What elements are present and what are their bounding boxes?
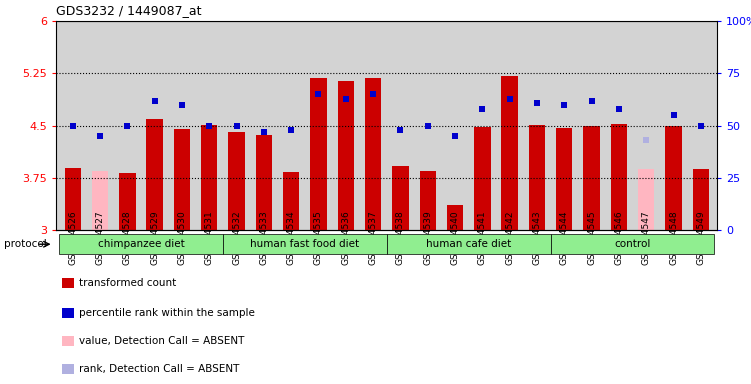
FancyBboxPatch shape (387, 234, 550, 254)
Text: rank, Detection Call = ABSENT: rank, Detection Call = ABSENT (79, 364, 239, 374)
Point (149, 98, 161, 104)
Text: transformed count: transformed count (79, 278, 176, 288)
Bar (447, 205, 463, 230)
Text: percentile rank within the sample: percentile rank within the sample (79, 308, 255, 318)
Bar (611, 124, 627, 230)
Point (531, 100, 543, 106)
Bar (92, 171, 108, 230)
FancyBboxPatch shape (59, 234, 223, 254)
Bar (65, 167, 81, 230)
Point (668, 112, 680, 118)
Text: GSM144540: GSM144540 (451, 210, 460, 265)
Point (422, 123, 434, 129)
Bar (529, 125, 545, 230)
Bar (146, 119, 163, 230)
Bar (420, 171, 436, 230)
Point (394, 127, 406, 133)
Text: GDS3232 / 1449087_at: GDS3232 / 1449087_at (56, 4, 202, 17)
Point (231, 123, 243, 129)
Text: GSM144527: GSM144527 (95, 210, 104, 265)
Bar (119, 173, 135, 230)
Text: GSM144542: GSM144542 (505, 210, 514, 265)
Point (640, 137, 652, 144)
Text: GSM144531: GSM144531 (205, 210, 214, 265)
Text: GSM144543: GSM144543 (532, 210, 541, 265)
Bar (474, 127, 490, 230)
Text: GSM144533: GSM144533 (259, 210, 268, 265)
Text: GSM144537: GSM144537 (369, 210, 378, 265)
Text: GSM144541: GSM144541 (478, 210, 487, 265)
Point (312, 91, 324, 98)
Point (122, 123, 134, 129)
Text: control: control (614, 239, 650, 249)
Text: GSM144548: GSM144548 (669, 210, 678, 265)
Point (94, 133, 106, 139)
Text: GSM144529: GSM144529 (150, 210, 159, 265)
Text: GSM144532: GSM144532 (232, 210, 241, 265)
Point (476, 106, 488, 112)
Point (695, 123, 707, 129)
Point (204, 123, 216, 129)
FancyBboxPatch shape (550, 234, 714, 254)
Point (613, 106, 625, 112)
Bar (584, 126, 600, 230)
Bar (638, 169, 654, 230)
Text: GSM144526: GSM144526 (68, 210, 77, 265)
Text: protocol: protocol (4, 239, 47, 249)
Bar (556, 128, 572, 230)
Text: GSM144530: GSM144530 (177, 210, 186, 265)
Bar (228, 132, 245, 230)
Bar (255, 135, 272, 230)
Text: GSM144538: GSM144538 (396, 210, 405, 265)
Point (558, 102, 570, 108)
Text: GSM144547: GSM144547 (641, 210, 650, 265)
Text: GSM144549: GSM144549 (696, 210, 705, 265)
Point (504, 96, 516, 102)
Point (586, 98, 598, 104)
Bar (201, 125, 218, 230)
Text: GSM144539: GSM144539 (424, 210, 433, 265)
Text: human cafe diet: human cafe diet (426, 239, 511, 249)
Bar (392, 166, 409, 230)
Bar (62, 364, 74, 374)
Text: GSM144544: GSM144544 (559, 210, 569, 265)
Bar (338, 81, 354, 230)
Text: GSM144545: GSM144545 (587, 210, 596, 265)
Bar (310, 78, 327, 230)
Text: chimpanzee diet: chimpanzee diet (98, 239, 184, 249)
Point (367, 91, 379, 98)
Point (285, 127, 297, 133)
Text: GSM144528: GSM144528 (123, 210, 132, 265)
Bar (62, 308, 74, 318)
Text: human fast food diet: human fast food diet (250, 239, 360, 249)
Bar (173, 129, 190, 230)
Bar (62, 278, 74, 288)
Point (176, 102, 188, 108)
Point (258, 129, 270, 135)
Point (339, 96, 351, 102)
FancyBboxPatch shape (223, 234, 387, 254)
Bar (283, 172, 300, 230)
Bar (502, 76, 518, 230)
Text: GSM144536: GSM144536 (341, 210, 350, 265)
Bar (665, 126, 682, 230)
Text: GSM144546: GSM144546 (614, 210, 623, 265)
Text: GSM144535: GSM144535 (314, 210, 323, 265)
Text: value, Detection Call = ABSENT: value, Detection Call = ABSENT (79, 336, 244, 346)
Bar (62, 336, 74, 346)
Point (67, 123, 79, 129)
Point (449, 133, 461, 139)
Bar (692, 169, 709, 230)
Bar (365, 78, 382, 230)
Text: GSM144534: GSM144534 (287, 210, 296, 265)
